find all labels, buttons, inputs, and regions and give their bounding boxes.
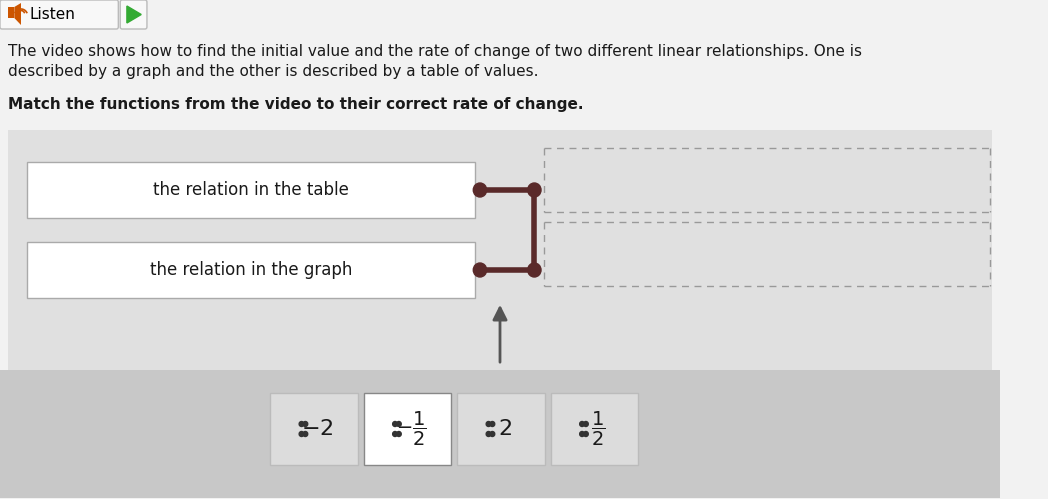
Circle shape [303, 422, 308, 427]
FancyBboxPatch shape [26, 162, 475, 218]
Circle shape [528, 263, 541, 277]
Circle shape [299, 432, 304, 437]
Polygon shape [127, 6, 141, 23]
FancyBboxPatch shape [0, 0, 118, 29]
Text: $2$: $2$ [498, 418, 511, 440]
Circle shape [474, 263, 486, 277]
Circle shape [584, 432, 588, 437]
Circle shape [393, 422, 397, 427]
FancyBboxPatch shape [7, 130, 992, 370]
FancyBboxPatch shape [364, 393, 452, 465]
Circle shape [486, 432, 490, 437]
Circle shape [396, 422, 401, 427]
Circle shape [393, 432, 397, 437]
Text: The video shows how to find the initial value and the rate of change of two diff: The video shows how to find the initial … [7, 44, 861, 59]
Circle shape [396, 432, 401, 437]
Circle shape [474, 183, 486, 197]
Text: Listen: Listen [29, 7, 75, 22]
Circle shape [486, 422, 490, 427]
Polygon shape [15, 3, 21, 25]
Circle shape [490, 422, 495, 427]
Text: the relation in the graph: the relation in the graph [150, 261, 352, 279]
Text: $-\dfrac{1}{2}$: $-\dfrac{1}{2}$ [396, 410, 427, 448]
Text: described by a graph and the other is described by a table of values.: described by a graph and the other is de… [7, 64, 538, 79]
Circle shape [584, 422, 588, 427]
FancyBboxPatch shape [26, 242, 475, 298]
Circle shape [299, 422, 304, 427]
FancyBboxPatch shape [457, 393, 545, 465]
Circle shape [580, 432, 585, 437]
Text: $\dfrac{1}{2}$: $\dfrac{1}{2}$ [591, 410, 606, 448]
FancyBboxPatch shape [7, 7, 15, 18]
Circle shape [580, 422, 585, 427]
Circle shape [490, 432, 495, 437]
FancyBboxPatch shape [270, 393, 357, 465]
FancyBboxPatch shape [0, 370, 1000, 498]
Text: $-2$: $-2$ [302, 418, 334, 440]
Text: the relation in the table: the relation in the table [153, 181, 349, 199]
Circle shape [303, 432, 308, 437]
Circle shape [528, 183, 541, 197]
FancyBboxPatch shape [550, 393, 638, 465]
Text: Match the functions from the video to their correct rate of change.: Match the functions from the video to th… [7, 97, 583, 112]
FancyBboxPatch shape [121, 0, 147, 29]
